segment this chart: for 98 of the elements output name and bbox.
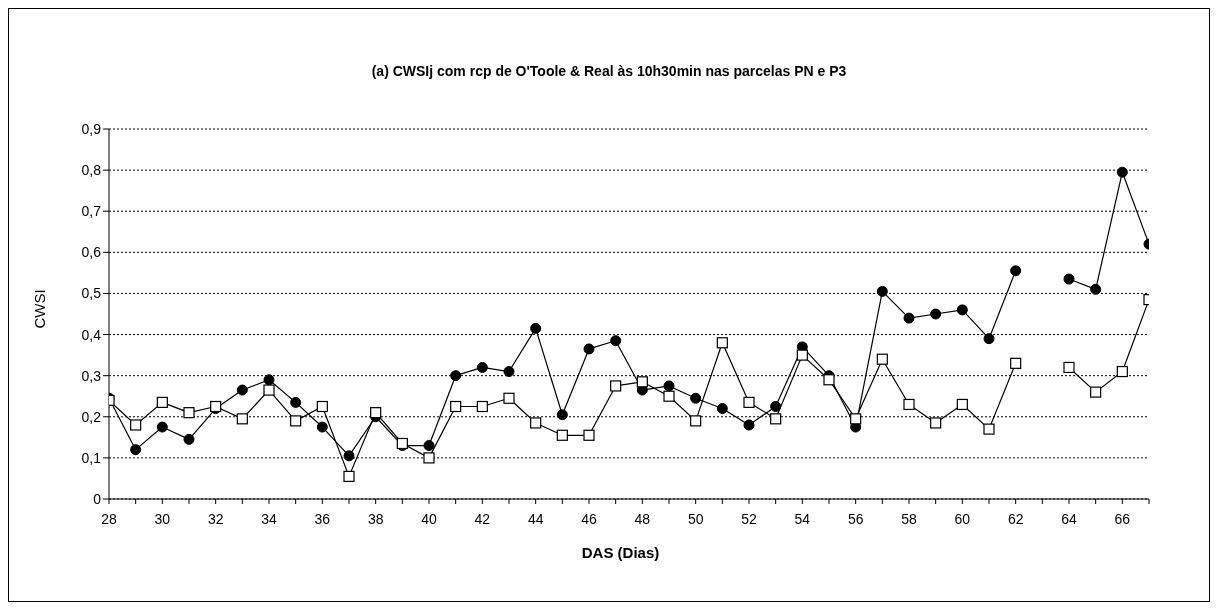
x-tick-label: 28 xyxy=(101,510,117,527)
x-tick-label: 66 xyxy=(1114,510,1131,527)
point xyxy=(876,353,888,365)
point xyxy=(183,407,195,419)
point xyxy=(876,285,888,297)
y-tick-label: 0 xyxy=(93,490,102,507)
x-tick-label: 42 xyxy=(474,510,491,527)
point xyxy=(290,396,302,408)
point xyxy=(770,401,782,412)
y-axis-title: CWSI xyxy=(30,289,48,329)
x-tick-label: 38 xyxy=(367,510,384,527)
point xyxy=(743,419,755,431)
point xyxy=(1010,265,1022,277)
point xyxy=(690,415,702,427)
x-tick-label: 44 xyxy=(527,510,544,527)
point xyxy=(610,335,622,347)
point xyxy=(1090,386,1102,398)
x-tick-label: 46 xyxy=(581,510,597,527)
point xyxy=(983,333,995,345)
point xyxy=(476,400,488,413)
chart-title: (a) CWSIj com rcp de O'Toole & Real às 10h30min nas parcelas PN e P3 xyxy=(370,63,848,79)
y-tick-label: 0,6 xyxy=(81,244,102,261)
point xyxy=(903,312,915,324)
point xyxy=(1063,273,1075,285)
x-tick-label: 30 xyxy=(154,510,171,527)
point xyxy=(690,392,702,404)
point xyxy=(263,374,275,386)
point xyxy=(156,396,168,408)
point xyxy=(556,409,568,421)
point xyxy=(770,413,782,425)
x-tick-label: 48 xyxy=(634,510,651,527)
point xyxy=(1010,357,1022,369)
x-tick-label: 40 xyxy=(421,510,437,527)
x-tick-label: 54 xyxy=(794,510,811,527)
x-tick-label: 56 xyxy=(847,510,864,527)
y-tick-label: 0,5 xyxy=(81,285,102,302)
point xyxy=(556,429,568,441)
point xyxy=(956,398,968,411)
point xyxy=(743,396,755,408)
point xyxy=(796,349,808,361)
point xyxy=(583,429,595,441)
point xyxy=(450,400,462,413)
point xyxy=(290,415,302,427)
point xyxy=(583,343,595,355)
point xyxy=(663,390,675,402)
y-tick-label: 0,4 xyxy=(81,326,102,343)
point xyxy=(183,433,195,445)
point xyxy=(343,470,355,482)
point xyxy=(716,337,728,349)
point xyxy=(956,304,968,316)
point xyxy=(903,398,915,411)
point xyxy=(343,450,355,462)
y-tick-label: 0,3 xyxy=(81,367,102,384)
point xyxy=(130,444,142,456)
y-tick-label: 0,2 xyxy=(81,408,102,425)
x-tick-label: 50 xyxy=(687,510,704,527)
point xyxy=(316,421,328,433)
point xyxy=(450,370,462,382)
point xyxy=(636,376,648,388)
point xyxy=(236,384,248,396)
x-tick-label: 34 xyxy=(261,510,277,527)
point xyxy=(476,361,488,373)
point xyxy=(316,400,328,413)
point xyxy=(130,419,142,431)
point xyxy=(610,380,622,392)
x-axis-title: DAS (Dias) xyxy=(580,544,661,561)
point xyxy=(663,380,675,392)
point xyxy=(1063,361,1075,374)
point xyxy=(930,417,942,429)
point xyxy=(423,440,435,452)
point xyxy=(156,421,168,433)
point xyxy=(530,322,542,334)
x-tick-label: 58 xyxy=(901,510,917,527)
x-tick-label: 52 xyxy=(741,510,757,527)
point xyxy=(983,423,995,435)
x-tick-label: 32 xyxy=(207,510,224,527)
point xyxy=(503,366,515,378)
point xyxy=(823,374,835,386)
x-tick-label: 60 xyxy=(954,510,971,527)
point xyxy=(370,407,382,419)
x-tick-label: 62 xyxy=(1007,510,1024,527)
point xyxy=(850,413,862,425)
point xyxy=(716,403,728,415)
x-tick-label: 36 xyxy=(314,510,331,527)
point xyxy=(930,308,942,320)
point xyxy=(1116,365,1128,378)
point xyxy=(503,392,515,404)
point xyxy=(1116,166,1128,178)
y-tick-label: 0,7 xyxy=(81,203,102,220)
point xyxy=(236,413,248,425)
x-tick-label: 64 xyxy=(1061,510,1077,527)
y-tick-label: 0,1 xyxy=(81,449,102,466)
point xyxy=(423,452,435,464)
y-tick-label: 0,9 xyxy=(81,120,102,137)
point xyxy=(263,384,275,396)
point xyxy=(530,417,542,429)
point xyxy=(1090,283,1102,295)
y-tick-label: 0,8 xyxy=(81,162,102,179)
